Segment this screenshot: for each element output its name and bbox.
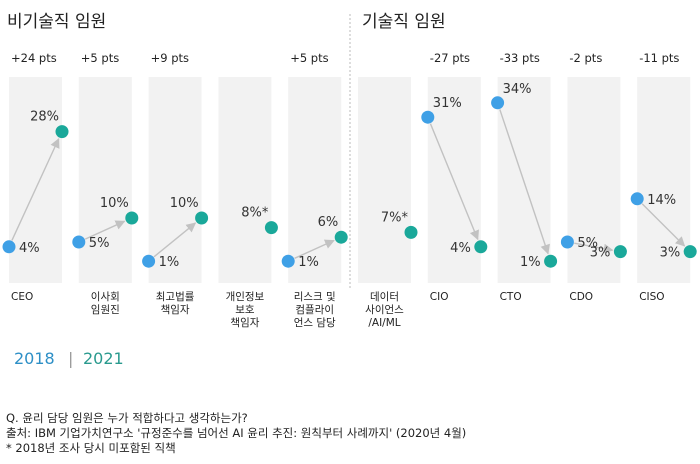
- arrow-8: [574, 242, 614, 254]
- point-2021-3: [264, 221, 278, 235]
- point-2021-7: [544, 254, 558, 268]
- label-2018-8: 5%: [577, 236, 598, 251]
- point-2021-1: [125, 211, 139, 225]
- label-2021-3: 8%*: [241, 206, 269, 221]
- category-line: 책임자: [230, 316, 259, 329]
- category-label-9: CISO: [639, 291, 664, 303]
- category-line: CIO: [430, 291, 449, 303]
- point-2018-8: [560, 235, 574, 249]
- label-2021-7: 1%: [520, 255, 541, 270]
- category-label-4: 리스크 및 컴플라이 언스 담당: [294, 291, 336, 329]
- point-2021-6: [474, 240, 488, 254]
- delta-label-4: +5 pts: [290, 51, 328, 65]
- category-label-8: CDO: [569, 291, 593, 303]
- category-line: /AI/ML: [368, 317, 400, 329]
- category-line: CEO: [11, 291, 33, 303]
- category-line: 최고법률: [156, 291, 195, 303]
- label-2018-0: 4%: [19, 241, 40, 256]
- point-2021-9: [683, 245, 697, 259]
- label-2021-8: 3%: [590, 246, 611, 261]
- category-label-0: CEO: [11, 291, 33, 303]
- legend-separator: |: [68, 349, 73, 368]
- category-label-1: 이사회 임원진: [91, 291, 120, 316]
- category-label-7: CTO: [500, 291, 522, 303]
- group-title-2: 기술직 임원: [362, 12, 446, 32]
- category-line: 데이터: [370, 291, 399, 303]
- label-2018-9: 14%: [647, 193, 676, 208]
- category-line: 컴플라이: [295, 304, 334, 316]
- delta-label-6: -27 pts: [430, 51, 470, 65]
- category-line: CTO: [500, 291, 522, 303]
- point-2018-7: [491, 96, 505, 110]
- category-line: 개인정보: [226, 291, 265, 303]
- source-text: 출처: IBM 기업가치연구소 '규정준수를 넘어선 AI 윤리 추진: 원칙부…: [6, 426, 467, 440]
- category-line: CDO: [569, 291, 593, 303]
- delta-label-7: -33 pts: [500, 51, 540, 65]
- category-line: CISO: [639, 291, 664, 303]
- legend-2021: 2021: [83, 349, 124, 368]
- point-2018-6: [421, 110, 435, 124]
- question-text: Q. 윤리 담당 임원은 누가 적합하다고 생각하는가?: [6, 411, 248, 425]
- label-2021-4: 6%: [318, 215, 339, 230]
- note-text: * 2018년 조사 당시 미포함된 직책: [6, 441, 176, 455]
- point-2018-2: [142, 254, 156, 268]
- point-2021-5: [404, 225, 418, 239]
- panel-1: [78, 77, 132, 283]
- delta-label-1: +5 pts: [81, 51, 119, 65]
- group-title-1: 비기술직 임원: [7, 12, 106, 32]
- delta-label-8: -2 pts: [569, 51, 602, 65]
- arrow-0: [11, 137, 60, 241]
- panel-4: [288, 77, 342, 283]
- arrow-9: [641, 203, 686, 247]
- arrow-6: [429, 123, 479, 241]
- label-2021-1: 10%: [100, 196, 129, 211]
- category-line: 리스크 및: [294, 291, 336, 303]
- point-2021-2: [195, 211, 209, 225]
- category-line: 이사회: [91, 291, 120, 303]
- delta-label-2: +9 pts: [151, 51, 189, 65]
- delta-label-9: -11 pts: [639, 51, 679, 65]
- point-2018-0: [2, 240, 16, 254]
- panel-9: [637, 77, 691, 283]
- label-2018-2: 1%: [159, 255, 180, 270]
- category-line: 사이언스: [365, 304, 404, 316]
- panel-6: [427, 77, 481, 283]
- label-2021-2: 10%: [170, 196, 199, 211]
- point-2021-4: [334, 230, 348, 244]
- category-line: 보호: [235, 304, 255, 316]
- label-2021-5: 7%*: [381, 210, 409, 225]
- point-2018-4: [281, 254, 295, 268]
- label-2018-6: 31%: [433, 96, 462, 111]
- label-2021-9: 3%: [660, 246, 681, 261]
- arrow-4: [294, 239, 335, 259]
- category-line: 책임자: [161, 303, 190, 316]
- label-2018-7: 34%: [503, 82, 532, 97]
- category-label-6: CIO: [430, 291, 449, 303]
- point-2021-8: [613, 245, 627, 259]
- legend-2018: 2018: [14, 349, 55, 368]
- arrow-2: [153, 222, 197, 258]
- category-label-2: 최고법률 책임자: [156, 291, 195, 316]
- category-label-5: 데이터 사이언스/AI/ML: [365, 291, 404, 329]
- label-2018-4: 1%: [298, 255, 319, 270]
- panel-0: [9, 77, 62, 283]
- category-line: 임원진: [91, 303, 120, 316]
- point-2021-0: [55, 125, 69, 139]
- point-2018-9: [630, 192, 644, 206]
- chart: 비기술직 임원 기술직 임원 +24 pts 4% 28% CEO +5 pts 5% 10% 이…: [2, 12, 697, 368]
- arrow-1: [84, 220, 126, 240]
- category-label-3: 개인정보 보호 책임자: [226, 291, 265, 329]
- panel-3: [218, 77, 272, 283]
- category-line: 언스 담당: [294, 317, 336, 329]
- label-2021-6: 4%: [450, 241, 471, 256]
- panel-5: [358, 77, 411, 283]
- delta-label-0: +24 pts: [11, 51, 57, 65]
- point-2018-1: [72, 235, 86, 249]
- label-2021-0: 28%: [30, 110, 59, 125]
- label-2018-1: 5%: [89, 236, 110, 251]
- panel-2: [148, 77, 202, 283]
- arrow-7: [499, 109, 550, 255]
